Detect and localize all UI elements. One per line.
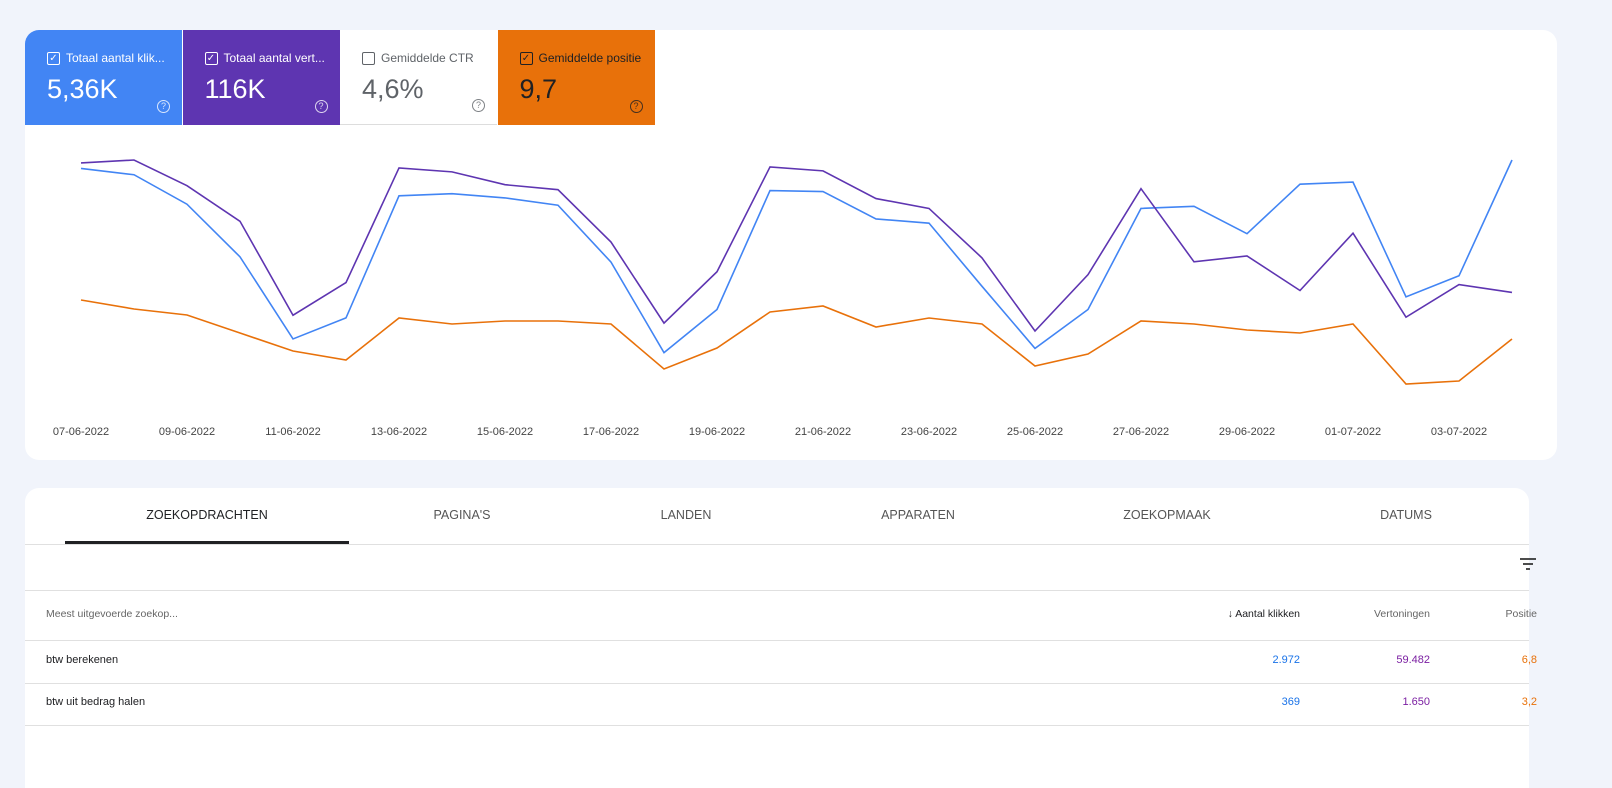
help-icon[interactable]: ? <box>629 100 643 113</box>
help-icon[interactable]: ? <box>157 100 170 113</box>
tile-value: 116K <box>204 74 266 104</box>
table-cell: 59.482 <box>1396 654 1430 666</box>
checkbox[interactable] <box>362 51 375 65</box>
x-tick-label: 13-06-2022 <box>371 426 427 438</box>
metric-tile[interactable]: ✓ Gemiddelde positie 9,7? <box>497 30 655 125</box>
divider <box>25 725 1529 726</box>
series-line <box>80 159 1513 333</box>
x-tick-label: 07-06-2022 <box>53 426 109 438</box>
divider <box>25 590 1529 591</box>
x-tick-label: 21-06-2022 <box>795 426 851 438</box>
x-tick-label: 15-06-2022 <box>477 426 533 438</box>
table-cell: 6,8 <box>1521 654 1537 666</box>
column-header[interactable]: ↓ Aantal klikken <box>1227 608 1300 620</box>
tile-label: Gemiddelde positie <box>538 51 642 65</box>
column-header[interactable]: Meest uitgevoerde zoekop... <box>46 608 178 620</box>
metric-tile[interactable]: ✓ Totaal aantal klik... 5,36K? <box>25 30 182 125</box>
chart: 07-06-2022 09-06-2022 11-06-2022 13-06-2022… <box>53 159 1513 438</box>
tile-label-row: ✓ Totaal aantal vert... <box>204 51 325 65</box>
tile-value: 5,36K <box>47 74 118 104</box>
table-card <box>25 488 1529 788</box>
tab[interactable]: DATUMS <box>1380 508 1432 522</box>
table-cell: btw uit bedrag halen <box>46 696 146 708</box>
tab[interactable]: ZOEKOPDRACHTEN <box>146 508 268 522</box>
divider <box>25 544 1529 545</box>
tile-label: Totaal aantal vert... <box>223 51 325 65</box>
table-cell: 3,2 <box>1521 696 1537 708</box>
help-icon[interactable]: ? <box>314 100 328 113</box>
metric-tile[interactable]: Gemiddelde CTR 4,6%? <box>340 30 497 125</box>
divider <box>25 683 1529 684</box>
divider <box>25 640 1529 641</box>
checkbox[interactable]: ✓ <box>204 51 218 65</box>
table-cell: 2.972 <box>1272 654 1300 666</box>
x-tick-label: 11-06-2022 <box>265 426 320 438</box>
tab[interactable]: APPARATEN <box>881 508 955 522</box>
tile-label-row: Gemiddelde CTR <box>362 51 474 65</box>
page: ✓ Totaal aantal klik... 5,36K? ✓ Totaal aant… <box>25 30 1557 788</box>
x-tick-label: 03-07-2022 <box>1431 426 1487 438</box>
x-tick-label: 27-06-2022 <box>1113 426 1169 438</box>
tile-label-row: ✓ Totaal aantal klik... <box>47 51 165 65</box>
tile-value: 4,6% <box>362 74 424 104</box>
metric-tile[interactable]: ✓ Totaal aantal vert... 116K? <box>182 30 340 125</box>
x-tick-label: 23-06-2022 <box>901 426 957 438</box>
x-tick-label: 29-06-2022 <box>1219 426 1275 438</box>
help-icon[interactable]: ? <box>472 99 485 112</box>
tile-value: 9,7 <box>519 74 558 104</box>
tile-label: Totaal aantal klik... <box>66 51 165 65</box>
tab[interactable]: PAGINA'S <box>433 508 491 522</box>
table-cell: btw berekenen <box>46 654 119 666</box>
checkbox[interactable]: ✓ <box>519 51 533 65</box>
table-cell: 1.650 <box>1402 696 1430 708</box>
tile-label: Gemiddelde CTR <box>381 51 474 65</box>
tab[interactable]: ZOEKOPMAAK <box>1123 508 1211 522</box>
x-tick-label: 25-06-2022 <box>1007 426 1063 438</box>
tab[interactable]: LANDEN <box>660 508 712 522</box>
checkbox[interactable]: ✓ <box>47 51 60 65</box>
x-tick-label: 09-06-2022 <box>159 426 215 438</box>
x-tick-label: 17-06-2022 <box>583 426 639 438</box>
column-header[interactable]: Positie <box>1505 608 1537 620</box>
series-line <box>80 299 1513 385</box>
filter-icon[interactable] <box>1519 557 1537 571</box>
x-tick-label: 19-06-2022 <box>689 426 745 438</box>
table-cell: 369 <box>1281 696 1300 708</box>
tile-label-row: ✓ Gemiddelde positie <box>519 51 642 65</box>
series-line <box>80 159 1513 354</box>
column-header[interactable]: Vertoningen <box>1373 608 1430 620</box>
x-tick-label: 01-07-2022 <box>1325 426 1381 438</box>
tab-indicator <box>65 541 349 544</box>
